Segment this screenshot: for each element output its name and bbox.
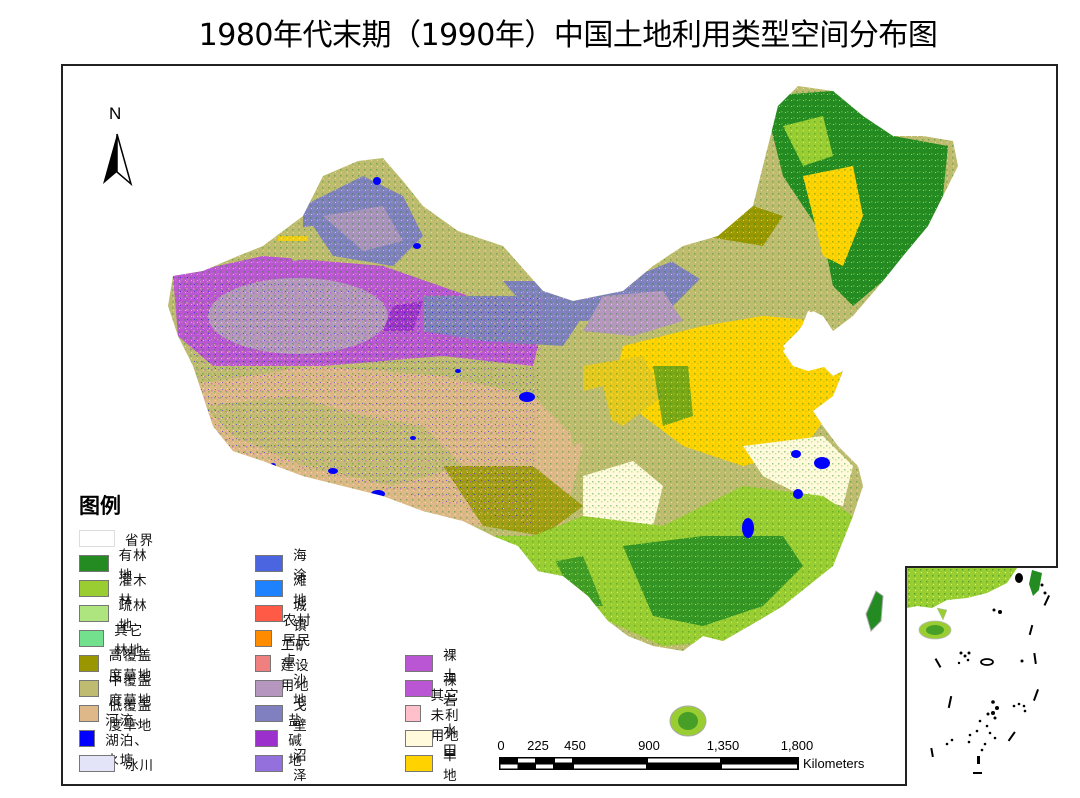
legend-swatch [255,580,284,597]
legend-swatch [79,530,115,547]
legend-swatch [79,630,105,647]
legend-swatch [79,605,109,622]
legend-item-shrubland: 灌木林 [79,573,154,609]
legend-swatch [255,755,284,772]
legend-item-glacier: 冰川 [79,751,154,776]
legend-swatch [255,630,273,647]
legend-swatch [405,730,434,747]
scale-tick: 900 [638,738,660,753]
scale-tick: 1,350 [706,738,740,753]
legend-item-paddy-field: 水田 [405,723,466,759]
scale-bar: 0 225 450 900 1,350 1,800 Kilometers [497,738,919,778]
legend-swatch [79,730,96,747]
scale-tick: 1,800 [780,738,814,753]
legend-item-high-cover-grassland: 高覆盖度草地 [79,648,154,684]
legend-item-gobi: 戈壁 [255,698,316,734]
map-frame: N 图例 省界 有林地 灌木林 疏林地 其它林地 高覆盖度草地 中覆盖度草地 低… [61,64,1058,786]
legend-swatch [255,555,284,572]
legend-swatch [79,655,99,672]
legend-item-medium-cover-grassland: 中覆盖度草地 [79,673,154,709]
legend-swatch [79,705,99,722]
legend-swatch [405,705,421,722]
south-china-sea-inset [905,566,1058,786]
legend-item-water: 河流、湖泊、水塘 [79,713,154,769]
legend-item-sand: 沙地 [255,673,316,709]
legend-swatch [79,680,99,697]
map-title: 1980年代末期（1990年）中国土地利用类型空间分布图 [198,18,938,53]
north-label: N [109,104,122,123]
legend-title: 图例 [79,494,121,518]
legend-item-province-boundary: 省界 [79,526,154,551]
legend-item-tidal-flat: 海涂 [255,548,316,584]
legend-item-industrial-land: 工矿建设用地 [255,638,316,694]
legend-swatch [255,605,284,622]
china-land-use-map [168,86,958,737]
legend-swatch [79,755,115,772]
legend-item-other-unused: 其它未利用地 [405,688,466,744]
legend-item-bottomland: 滩地 [255,573,316,609]
legend-item-sparse-forest: 疏林地 [79,598,154,634]
scale-tick: 225 [527,738,549,753]
legend-item-marsh: 沼泽 [255,748,316,784]
legend-swatch [255,730,279,747]
scale-tick: 450 [564,738,586,753]
north-arrow-icon [103,133,133,187]
legend-column-3: 裸土 裸岩 其它未利用地 水田 旱地 [405,648,466,784]
legend-item-bare-soil: 裸土 [405,648,466,684]
legend-item-urban: 城镇 [255,598,316,634]
legend-item-saline-land: 盐碱地 [255,713,316,769]
legend-swatch [255,680,284,697]
legend-swatch [405,655,434,672]
legend: 图例 省界 有林地 灌木林 疏林地 其它林地 高覆盖度草地 中覆盖度草地 低覆盖… [79,490,459,784]
legend-swatch [79,580,109,597]
taiwan-island [865,590,884,632]
legend-item-other-forest: 其它林地 [79,623,154,659]
bohai-sea [783,311,833,371]
inset-map [907,568,1051,774]
legend-item-rural-settlement: 农村居民点 [255,613,316,669]
legend-item-low-cover-grassland: 低覆盖度草地 [79,698,154,734]
legend-swatch [255,655,271,672]
legend-swatch [255,705,284,722]
legend-item-forest: 有林地 [79,548,154,584]
north-arrow: N [99,104,139,190]
legend-swatch [405,680,434,697]
legend-column-1: 省界 有林地 灌木林 疏林地 其它林地 高覆盖度草地 中覆盖度草地 低覆盖度草地… [79,526,154,776]
legend-item-bare-rock: 裸岩 [405,673,466,709]
legend-item-dryland: 旱地 [405,748,466,784]
legend-swatch [405,755,434,772]
legend-swatch [79,555,109,572]
south-china-sea-islands [930,583,1051,774]
scale-bar-graphic [499,757,799,770]
scale-tick: 0 [497,738,505,753]
legend-column-2: 海涂 滩地 城镇 农村居民点 工矿建设用地 沙地 戈壁 盐碱地 沼泽 [255,548,316,784]
scale-unit: Kilometers [803,756,865,771]
